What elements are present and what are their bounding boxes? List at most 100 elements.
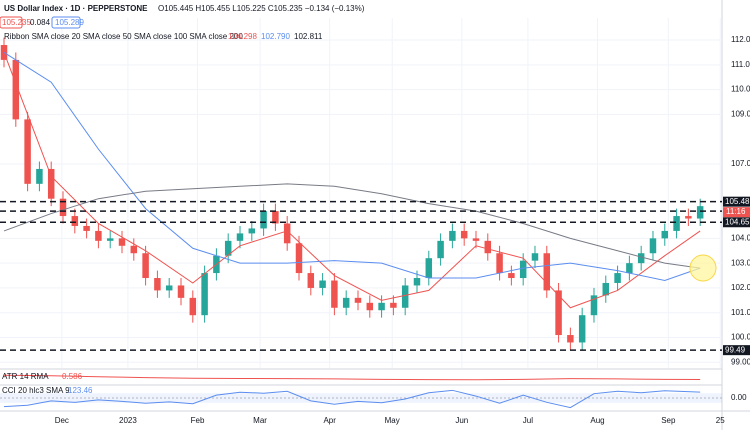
candle-body xyxy=(165,285,173,291)
atr-line xyxy=(4,374,701,381)
candle-body xyxy=(36,168,43,184)
y-tick-label: 101.00 xyxy=(731,308,750,317)
candle-body xyxy=(295,243,303,274)
level-label: 104.65 xyxy=(725,217,750,226)
candle-body xyxy=(236,233,244,241)
candle-body xyxy=(555,290,562,336)
candle-body xyxy=(118,238,126,246)
bid: 105.235 xyxy=(2,18,31,27)
level-label: 99.49 xyxy=(725,345,746,354)
plot xyxy=(0,18,722,409)
ribbon-value: 102.811 xyxy=(294,32,323,41)
candle-body xyxy=(366,302,374,311)
candle-body xyxy=(248,228,256,234)
ribbon-value: 102.790 xyxy=(261,32,290,41)
candle-body xyxy=(578,315,586,343)
last-tag-label: 11:16 xyxy=(726,207,746,216)
x-tick-label: Sep xyxy=(661,416,676,425)
candle-body xyxy=(106,238,114,241)
candle-body xyxy=(685,216,692,219)
candle-body xyxy=(319,280,326,288)
candle-body xyxy=(390,302,397,308)
candle-body xyxy=(59,198,67,217)
ask: 105.289 xyxy=(55,18,84,27)
x-tick-label: Jun xyxy=(455,416,468,425)
candle-body xyxy=(130,245,138,254)
candle-body xyxy=(626,263,633,274)
candle-body xyxy=(12,59,20,120)
ribbon-label: Ribbon SMA close 20 SMA close 50 SMA clo… xyxy=(4,32,243,41)
sma-line xyxy=(3,52,701,309)
candle-body xyxy=(47,168,55,199)
cci-zero-label: 0.00 xyxy=(731,393,747,402)
candle-body xyxy=(567,335,574,343)
x-tick-label: 2023 xyxy=(119,416,137,425)
ribbon-value: 104.298 xyxy=(228,32,257,41)
level-tag xyxy=(723,217,750,228)
candle-body xyxy=(460,230,468,239)
candle-body xyxy=(449,230,456,241)
x-tick-label: Aug xyxy=(590,416,604,425)
x-tick-label: Apr xyxy=(323,416,336,425)
y-tick-label: 109.00 xyxy=(731,110,750,119)
cci-label: CCI 20 hlc3 SMA 9 xyxy=(2,386,70,395)
candle-body xyxy=(331,280,338,308)
atr-label: ATR 14 RMA xyxy=(2,372,49,381)
x-tick-label: 25 xyxy=(716,416,725,425)
x-tick-label: May xyxy=(385,416,400,425)
candle-body xyxy=(83,225,90,231)
level-tag xyxy=(723,345,750,356)
x-tick-label: Feb xyxy=(191,416,205,425)
candle-body xyxy=(531,253,539,261)
level-tag xyxy=(723,196,750,207)
candle-body xyxy=(602,282,610,296)
cci-value: 123.46 xyxy=(68,386,93,395)
candle-body xyxy=(637,253,645,264)
candle-body xyxy=(260,211,267,229)
candle-body xyxy=(307,273,315,288)
sma-line xyxy=(3,183,701,269)
candle-body xyxy=(437,240,444,259)
x-tick-label: Dec xyxy=(55,416,69,425)
highlight xyxy=(689,254,717,282)
y-tick-label: 110.00 xyxy=(731,85,750,94)
chart-title: US Dollar Index · 1D · PEPPERSTONE xyxy=(4,4,148,13)
candle-body xyxy=(413,278,421,286)
header-bg xyxy=(0,2,560,16)
candle-body xyxy=(590,295,598,316)
candle-body xyxy=(283,223,291,244)
y-tick-label: 112.00 xyxy=(731,35,750,44)
candle-body xyxy=(661,230,669,239)
level-label: 105.48 xyxy=(725,197,750,206)
candle-body xyxy=(519,260,527,279)
candle-body xyxy=(401,285,409,308)
candle-body xyxy=(201,273,208,316)
candle-body xyxy=(71,216,79,226)
x-tick-label: Mar xyxy=(253,416,267,425)
candle-body xyxy=(142,253,149,279)
y-tick-label: 103.00 xyxy=(731,258,750,267)
candle-body xyxy=(543,253,551,291)
candle-body xyxy=(508,273,515,279)
candle-body xyxy=(224,240,232,256)
candle-body xyxy=(272,211,279,224)
ohlc: O105.445 H105.455 L105.225 C105.235 −0.1… xyxy=(158,4,365,13)
y-tick-label: 102.00 xyxy=(731,283,750,292)
cci-line xyxy=(3,389,701,409)
last-tag xyxy=(723,207,750,218)
candle-body xyxy=(24,119,31,184)
candle-body xyxy=(673,216,680,231)
spread: 0.084 xyxy=(30,18,51,27)
candle-body xyxy=(484,240,492,254)
candle-body xyxy=(496,253,503,274)
candle-body xyxy=(342,297,350,308)
y-tick-label: 99.00 xyxy=(731,357,750,366)
ask-box xyxy=(51,16,81,29)
candle-body xyxy=(95,230,102,241)
y-tick-label: 100.00 xyxy=(731,333,750,342)
candle-body xyxy=(189,297,197,316)
candle-body xyxy=(425,258,433,279)
candle-body xyxy=(696,206,704,219)
